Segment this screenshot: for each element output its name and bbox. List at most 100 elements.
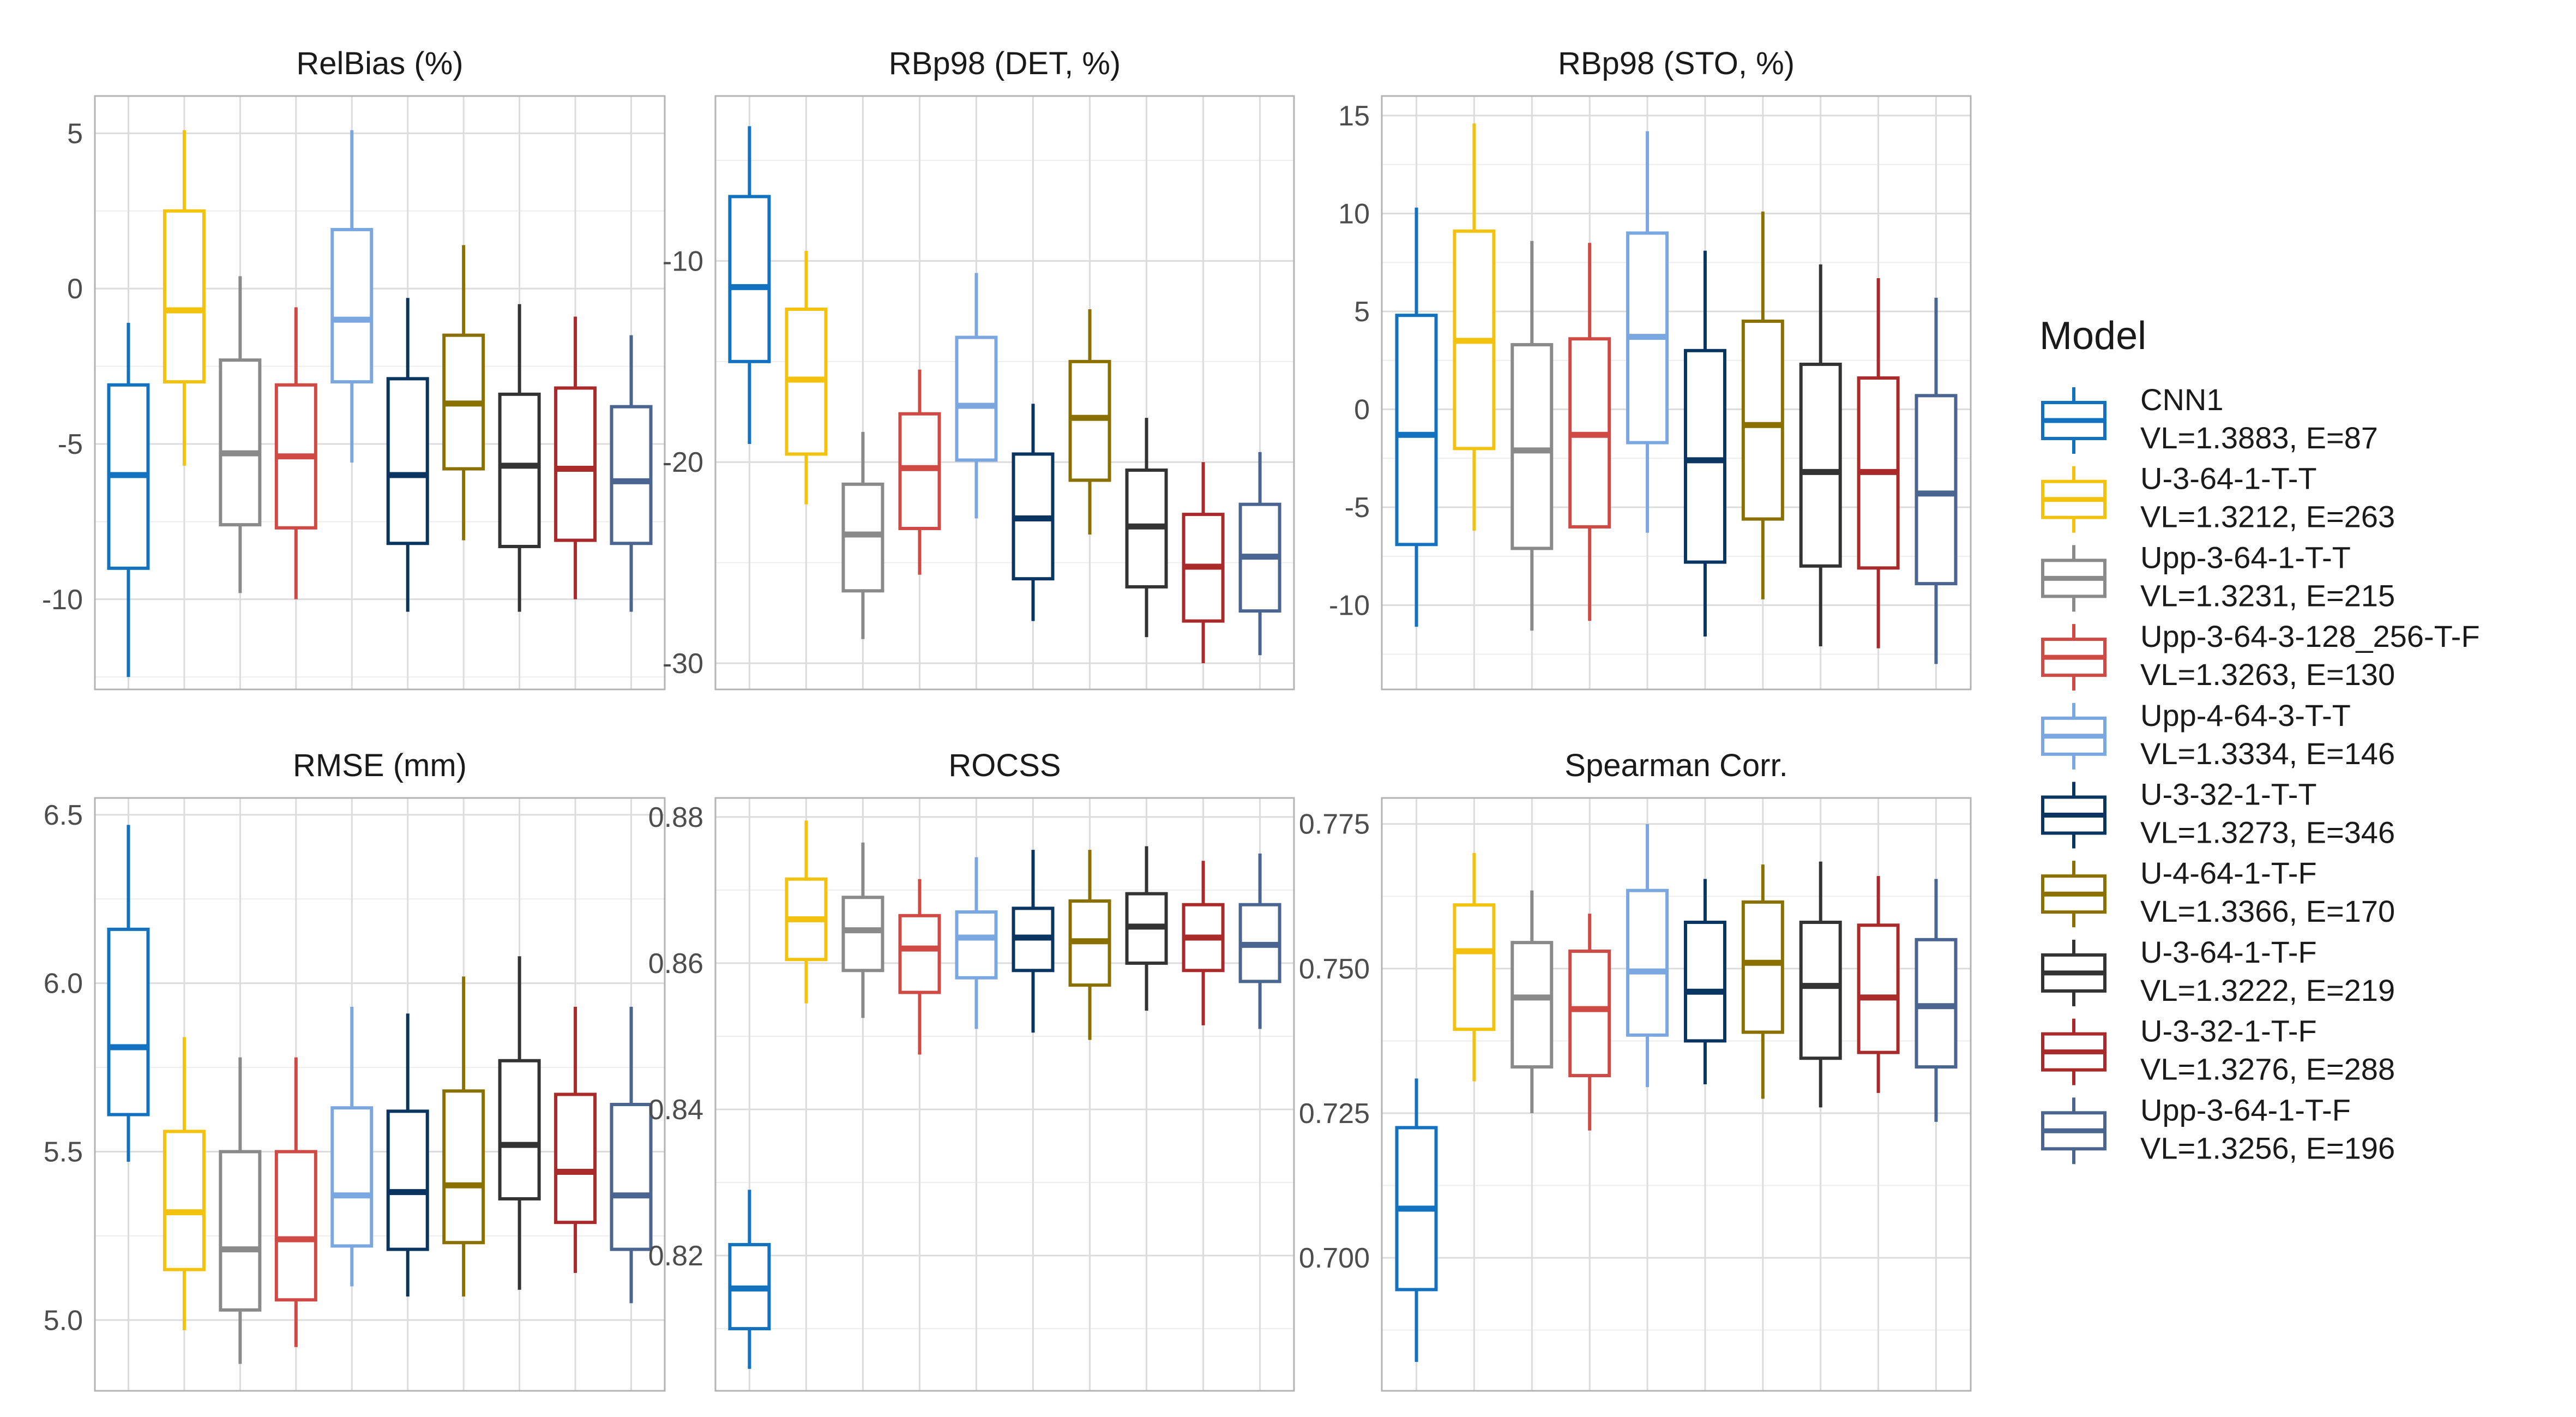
box-U-3-32-1-T-F <box>1182 462 1225 664</box>
box-Upp-3-64-3-128_256-T-F <box>274 307 317 599</box>
box-body <box>955 335 998 462</box>
box-body <box>1741 319 1784 521</box>
y-tick-label: 15 <box>1338 100 1370 132</box>
legend-entry: U-3-32-1-T-TVL=1.3273, E=346 <box>2041 777 2395 850</box>
legend-label-stats: VL=1.3273, E=346 <box>2140 815 2395 850</box>
y-tick-label: 0.775 <box>1299 809 1370 840</box>
box-U-3-64-1-T-F <box>1125 846 1168 1011</box>
box-U-3-32-1-T-T <box>1683 879 1726 1084</box>
box-body <box>498 392 541 548</box>
box-CNN1 <box>728 1190 771 1369</box>
box-body <box>1626 888 1669 1037</box>
box-CNN1 <box>107 825 150 1162</box>
panel-border <box>94 797 666 1392</box>
box-U-4-64-1-T-F <box>1741 211 1784 599</box>
box-Upp-3-64-1-T-T <box>219 1057 262 1364</box>
box-body <box>898 412 941 530</box>
legend-key <box>2041 387 2106 454</box>
plot-area <box>1382 798 1971 1391</box>
legend-label-name: Upp-4-64-3-T-T <box>2140 698 2351 732</box>
box-body <box>841 482 884 593</box>
box-U-3-64-1-T-F <box>498 956 541 1290</box>
legend-entry: Upp-3-64-1-T-T VL=1.3231, E=215 <box>2041 540 2395 613</box>
y-tick-label: 0.82 <box>648 1240 703 1272</box>
box-U-3-64-1-T-T <box>162 1037 206 1330</box>
legend-key <box>2041 624 2106 691</box>
y-tick-label: -30 <box>663 648 703 680</box>
box-U-3-32-1-T-T <box>1012 404 1055 621</box>
legend-label-stats: VL=1.3883, E=87 <box>2140 421 2378 455</box>
box-body <box>955 910 998 980</box>
legend-key <box>2041 861 2106 928</box>
box-body <box>386 377 429 545</box>
panel-title: RMSE (mm) <box>293 748 467 783</box>
box-U-4-64-1-T-F <box>442 976 485 1297</box>
box-Upp-3-64-1-T-T <box>841 842 884 1018</box>
legend-label-stats: VL=1.3212, E=263 <box>2140 500 2395 534</box>
box-Upp-3-64-1-T-T <box>1510 890 1554 1113</box>
box-U-3-64-1-T-T <box>785 820 828 1004</box>
legend-label-stats: VL=1.3263, E=130 <box>2140 657 2395 692</box>
panel-title: RBp98 (STO, %) <box>1558 46 1795 81</box>
legend-entry: U-3-64-1-T-T VL=1.3212, E=263 <box>2041 461 2395 534</box>
panel-title: RBp98 (DET, %) <box>889 46 1121 81</box>
y-tick-label: 5.0 <box>44 1305 83 1336</box>
box-U-4-64-1-T-F <box>1068 850 1111 1040</box>
box-Upp-3-64-3-128_256-T-F <box>898 879 941 1055</box>
legend-entry: Upp-4-64-3-T-T VL=1.3334, E=146 <box>2041 698 2395 771</box>
y-tick-label: 0.84 <box>648 1094 703 1126</box>
box-body <box>1683 349 1726 564</box>
legend-label-stats: VL=1.3231, E=215 <box>2140 578 2395 613</box>
legend-key <box>2041 782 2106 849</box>
box-body <box>554 1092 597 1224</box>
box-body <box>1510 343 1554 550</box>
box-body <box>1683 921 1726 1043</box>
legend-entry: CNN1 VL=1.3883, E=87 <box>2041 382 2378 455</box>
box-U-3-32-1-T-F <box>554 316 597 599</box>
box-body <box>330 1106 374 1248</box>
box-Upp-4-64-3-T-T <box>955 273 998 519</box>
box-body <box>1510 941 1554 1069</box>
legend-label-name: Upp-3-64-1-T-T <box>2140 540 2351 574</box>
box-CNN1 <box>1395 1078 1438 1362</box>
box-U-3-64-1-T-F <box>1799 264 1842 647</box>
box-Upp-3-64-1-T-F <box>1915 879 1958 1122</box>
box-U-3-64-1-T-T <box>785 250 828 505</box>
y-tick-label: 5 <box>67 118 83 149</box>
y-tick-label: 6.0 <box>44 968 83 1000</box>
y-tick-label: -10 <box>663 245 703 277</box>
box-U-3-32-1-T-T <box>386 298 429 612</box>
box-Upp-3-64-1-T-F <box>1915 297 1958 664</box>
box-CNN1 <box>728 126 771 445</box>
legend-title: Model <box>2039 314 2146 358</box>
y-tick-label: 0.88 <box>648 802 703 833</box>
box-Upp-3-64-3-128_256-T-F <box>898 369 941 575</box>
box-U-3-32-1-T-T <box>1012 850 1055 1033</box>
box-Upp-3-64-1-T-F <box>1238 853 1281 1029</box>
box-Upp-4-64-3-T-T <box>1626 131 1669 533</box>
box-U-3-32-1-T-F <box>1857 278 1900 649</box>
y-tick-label: -5 <box>58 429 83 460</box>
panel-title: ROCSS <box>948 748 1061 783</box>
box-body <box>610 405 653 545</box>
box-body <box>1741 900 1784 1034</box>
box-Upp-4-64-3-T-T <box>1626 824 1669 1088</box>
box-body <box>219 358 262 527</box>
box-body <box>107 927 150 1116</box>
y-tick-label: 5 <box>1354 296 1370 328</box>
box-U-3-64-1-T-F <box>1799 861 1842 1108</box>
legend-key <box>2041 1018 2106 1085</box>
legend-key <box>2041 939 2106 1006</box>
y-tick-label: 5.5 <box>44 1136 83 1168</box>
box-U-4-64-1-T-F <box>442 245 485 541</box>
box-Upp-3-64-1-T-T <box>219 276 262 593</box>
box-body <box>219 1150 262 1312</box>
y-tick-label: 0.86 <box>648 948 703 980</box>
box-body <box>274 1150 317 1302</box>
legend-label-name: U-3-32-1-T-F <box>2140 1014 2317 1048</box>
legend: Model CNN1 VL=1.3883, E=87 U-3-64-1-T-T VL=1… <box>2039 314 2480 1165</box>
legend-label-stats: VL=1.3366, E=170 <box>2140 894 2395 928</box>
y-tick-label: -10 <box>1329 590 1370 622</box>
box-Upp-3-64-1-T-F <box>610 335 653 612</box>
box-body <box>898 914 941 994</box>
